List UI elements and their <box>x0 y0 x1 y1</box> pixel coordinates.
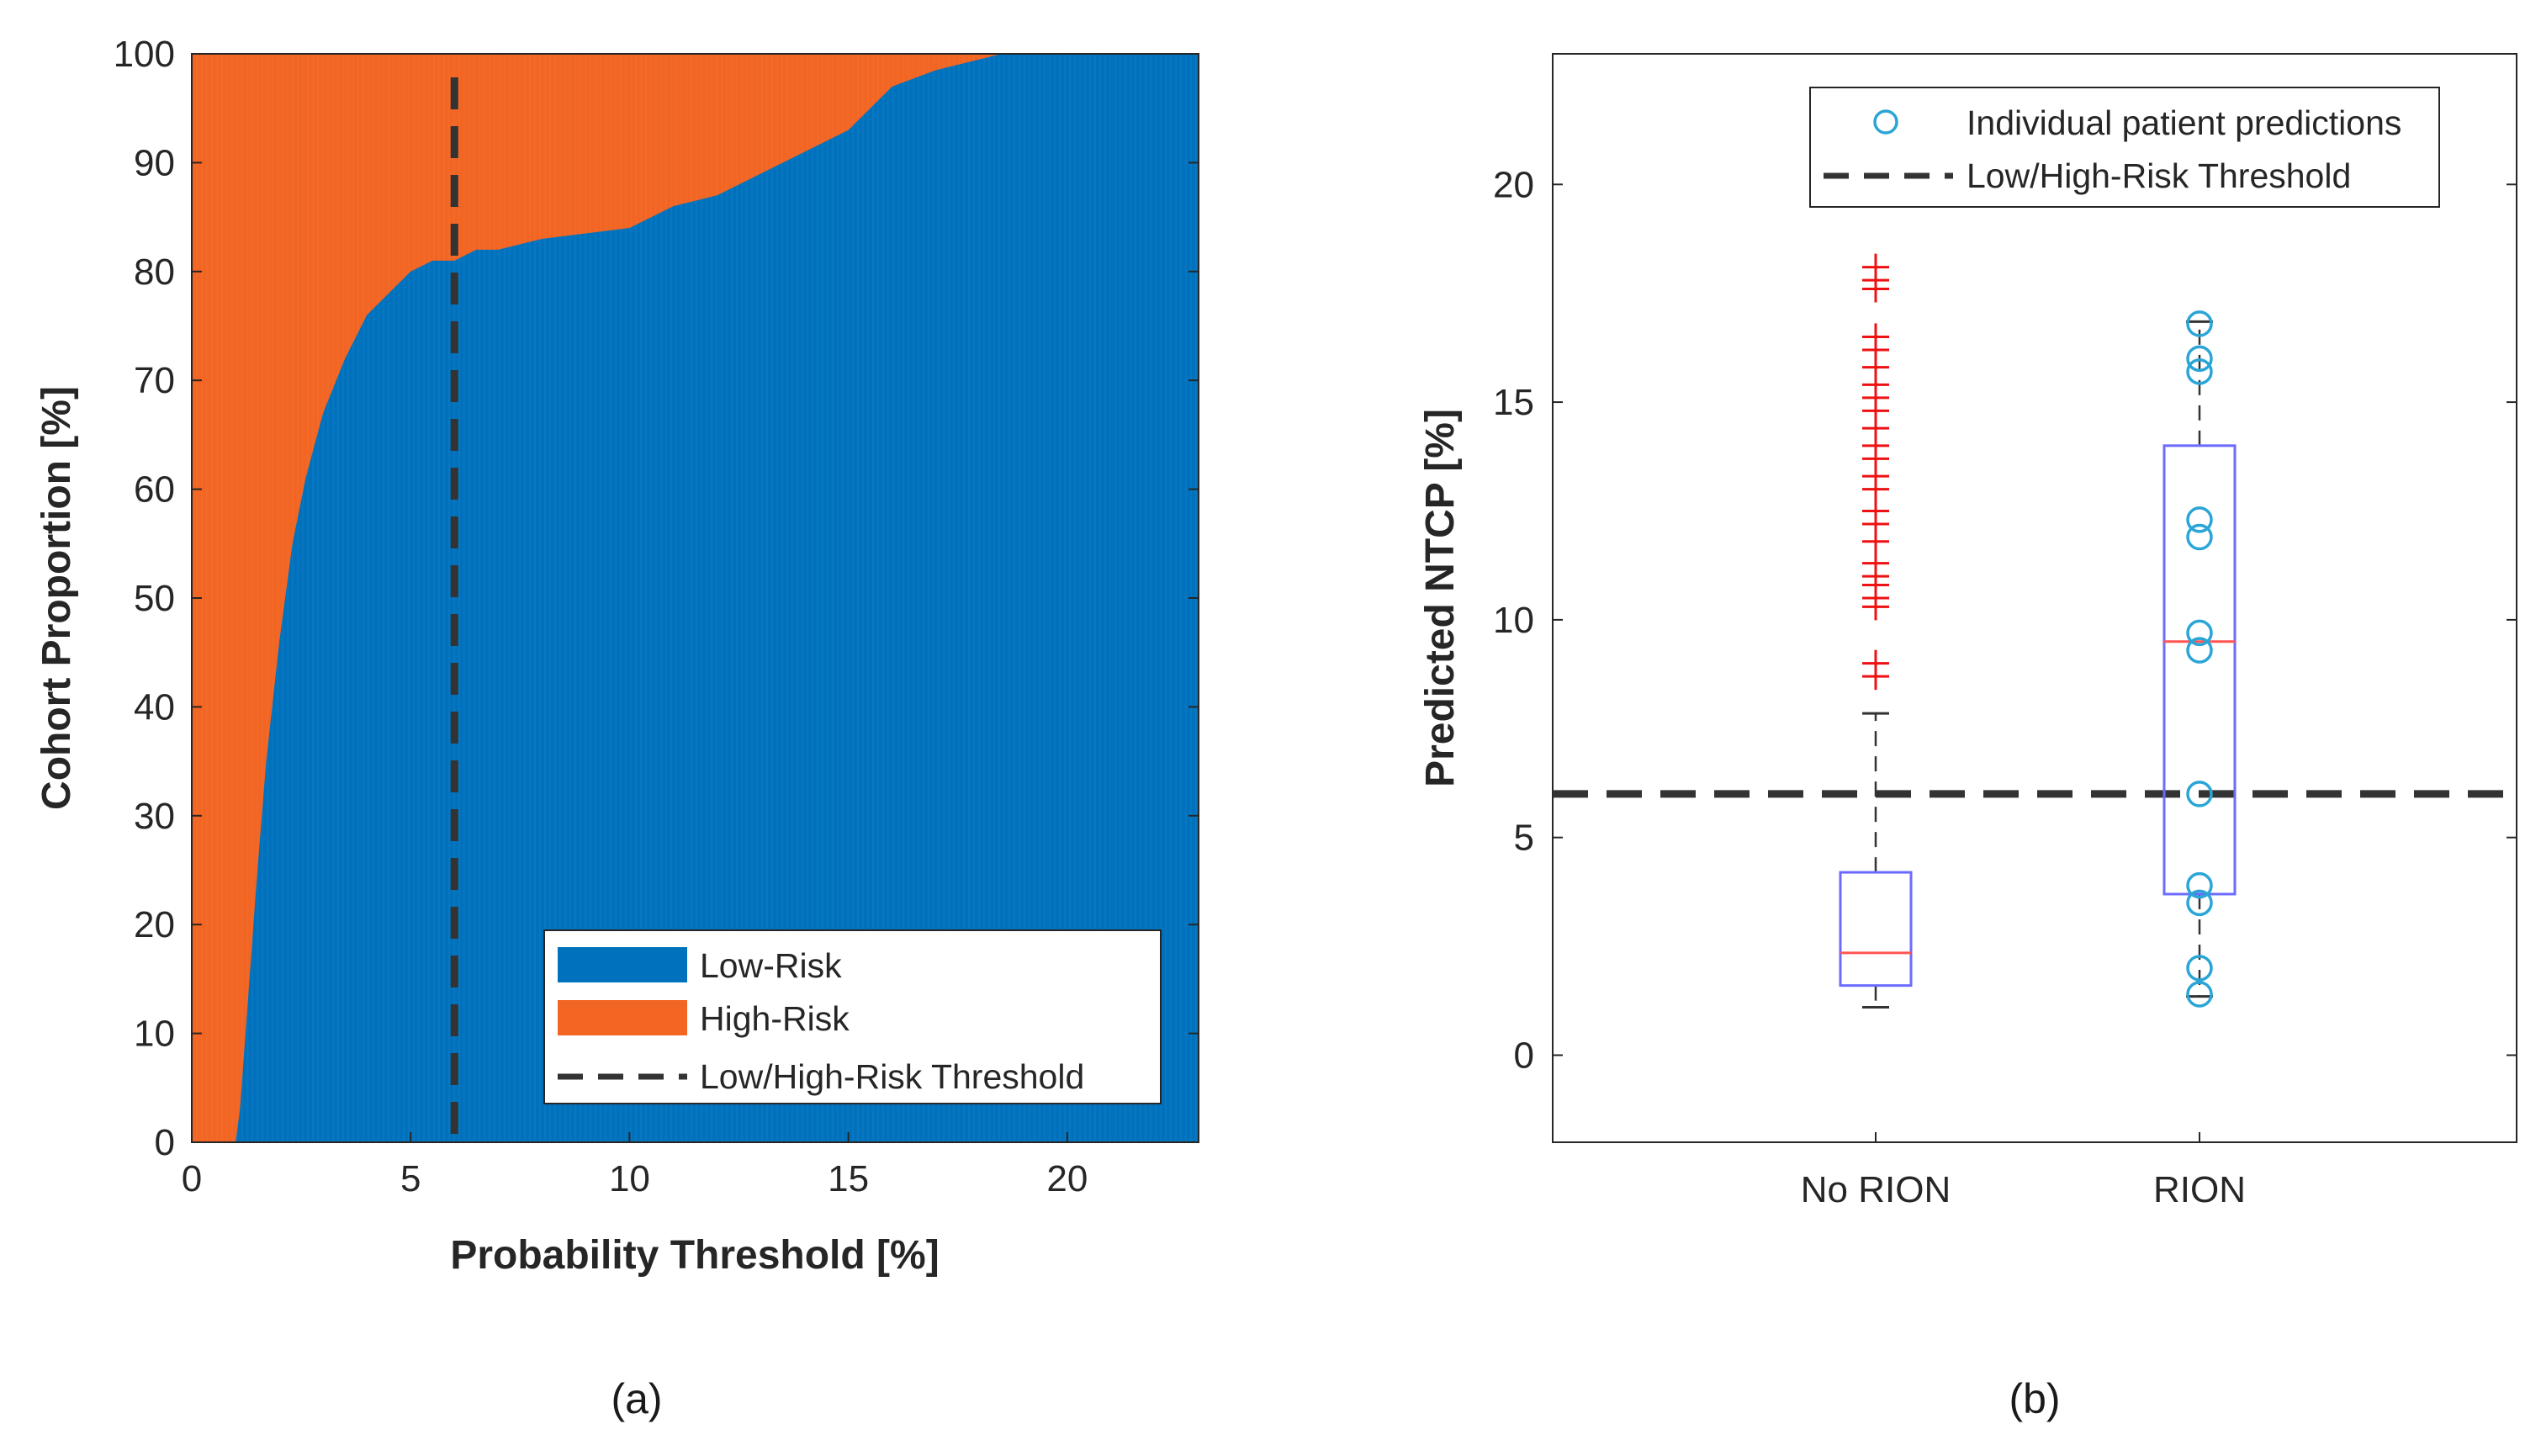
chart-a-y-tick-label: 50 <box>134 578 175 619</box>
patient-prediction-point <box>2186 345 2213 373</box>
chart-a-y-tick-label: 20 <box>134 904 175 945</box>
legend-patient-points-marker <box>1873 109 1898 135</box>
chart-a-y-tick-label: 90 <box>134 142 175 183</box>
chart-a-y-tick-label: 40 <box>134 686 175 728</box>
outlier-marker <box>1862 649 1889 677</box>
panel-label-a: (a) <box>611 1375 662 1422</box>
outlier-marker <box>1862 323 1889 351</box>
chart-a-legend: Low-Risk High-Risk Low/High-Risk Thresho… <box>543 929 1162 1104</box>
chart-a-y-axis: 0 10 20 30 40 50 60 70 80 90 100 <box>114 34 1199 1163</box>
patient-prediction-point <box>2186 619 2213 647</box>
chart-b-y-tick-label: 10 <box>1493 600 1534 641</box>
chart-b-legend-box <box>1809 87 2440 208</box>
chart-b-patient-points <box>2186 310 2213 1008</box>
patient-prediction-point <box>2186 358 2213 385</box>
chart-a-plot-area <box>191 53 1199 1143</box>
chart-b-axes-box <box>1552 53 2517 1143</box>
chart-a-y-tick-label: 60 <box>134 469 175 511</box>
chart-b-y-axis-label: Predicted NTCP [%] <box>1418 409 1463 787</box>
legend-b-threshold-label: Low/High-Risk Threshold <box>1967 156 2351 195</box>
patient-prediction-point <box>2186 955 2213 982</box>
chart-a-x-tick-label: 0 <box>182 1158 202 1199</box>
patient-prediction-point <box>2186 871 2213 899</box>
chart-b-y-tick-label: 5 <box>1514 818 1534 859</box>
chart-a-x-tick-label: 5 <box>400 1158 421 1199</box>
legend-high-risk-swatch <box>558 1000 687 1035</box>
panel-label-b: (b) <box>2009 1375 2060 1422</box>
outlier-marker <box>1862 253 1889 281</box>
chart-a-y-tick-label: 30 <box>134 796 175 837</box>
patient-prediction-point <box>2186 637 2213 664</box>
chart-a-x-tick-label: 10 <box>609 1158 650 1199</box>
chart-a-y-tick-label: 100 <box>114 34 175 75</box>
legend-patient-points-label: Individual patient predictions <box>1967 103 2401 142</box>
chart-b-y-tick-label: 15 <box>1493 382 1534 423</box>
patient-prediction-point <box>2186 506 2213 533</box>
legend-low-risk-label: Low-Risk <box>700 946 842 985</box>
patient-prediction-point <box>2186 523 2213 551</box>
chart-a-x-tick-label: 15 <box>828 1158 869 1199</box>
chart-b-x-axis: No RION RION <box>1801 1132 2246 1210</box>
legend-low-risk-swatch <box>558 947 687 982</box>
interquartile-box <box>1839 871 1913 987</box>
chart-b-y-tick-label: 0 <box>1514 1035 1534 1076</box>
legend-high-risk-label: High-Risk <box>700 999 850 1038</box>
boxplot-no-rion <box>1839 253 1913 1009</box>
patient-prediction-point <box>2186 981 2213 1008</box>
chart-a-y-tick-label: 70 <box>134 360 175 401</box>
legend-threshold-label: Low/High-Risk Threshold <box>700 1057 1084 1096</box>
chart-a-y-tick-label: 10 <box>134 1014 175 1055</box>
chart-b-category-label: No RION <box>1801 1169 1951 1210</box>
patient-prediction-point <box>2186 889 2213 917</box>
chart-a-x-axis: 0 5 10 15 20 <box>182 1132 1088 1199</box>
chart-a-low-risk-area <box>192 54 1199 1142</box>
chart-a-y-axis-label: Cohort Proportion [%] <box>34 386 79 810</box>
interquartile-box <box>2162 444 2237 896</box>
chart-a-x-tick-label: 20 <box>1046 1158 1088 1199</box>
patient-prediction-point <box>2186 781 2213 807</box>
chart-b-legend: Individual patient predictions Low/High-… <box>1809 87 2440 208</box>
chart-a-y-tick-label: 80 <box>134 251 175 293</box>
chart-a-y-tick-label: 0 <box>155 1122 175 1163</box>
chart-a: 0 10 20 30 40 50 60 70 80 90 100 0 5 10 15 20 Probabil… <box>34 34 1199 1422</box>
patient-prediction-point <box>2186 310 2213 337</box>
chart-b-y-axis: 0 5 10 15 20 <box>1493 164 2517 1076</box>
chart-b-category-label: RION <box>2153 1169 2246 1210</box>
chart-b-y-tick-label: 20 <box>1493 164 1534 205</box>
chart-a-x-axis-label: Probability Threshold [%] <box>450 1233 939 1278</box>
